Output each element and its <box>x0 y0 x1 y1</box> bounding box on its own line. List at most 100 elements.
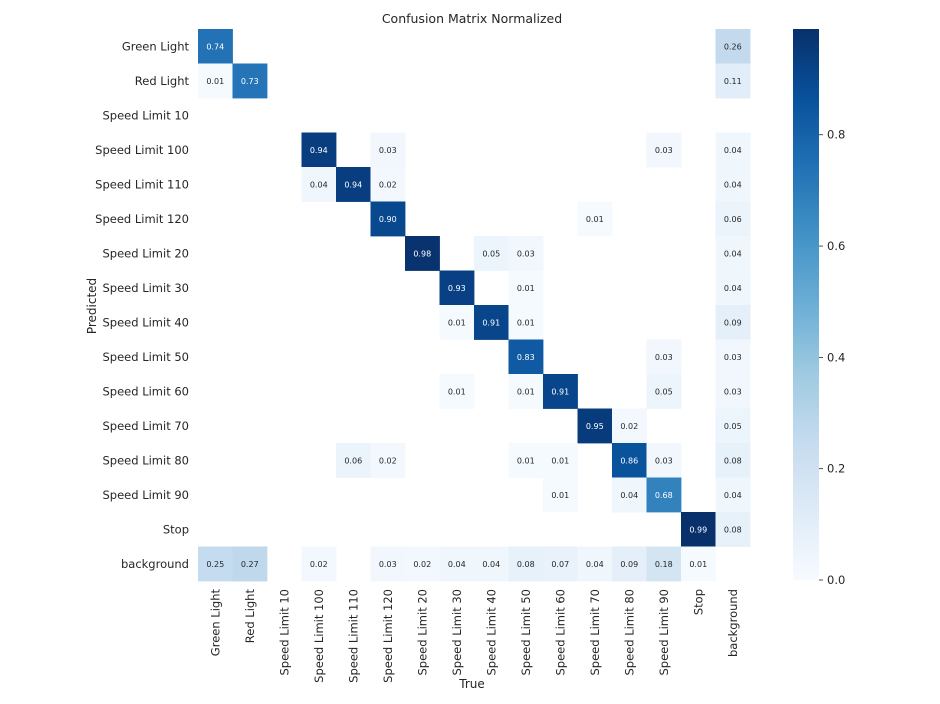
cell-value-label: 0.09 <box>724 318 742 327</box>
heatmap-cell-labels: 0.74 0.26 0.01 0.73 0.11 0.94 0.03 0.03 0.04 0.04… <box>206 42 741 569</box>
x-tick-label: Speed Limit 80 <box>622 589 636 676</box>
y-tick-label: Speed Limit 40 <box>102 315 189 329</box>
heatmap-cells <box>198 29 751 582</box>
cell-value-label: 0.02 <box>310 560 328 569</box>
cell-value-label: 0.04 <box>482 560 500 569</box>
cell-value-label: 0.03 <box>724 387 742 396</box>
heatmap-cell <box>715 201 751 237</box>
heatmap-cell <box>543 443 578 478</box>
y-tick-label: Speed Limit 80 <box>102 453 189 467</box>
heatmap-cell <box>439 374 475 409</box>
heatmap-cell <box>370 443 406 478</box>
x-tick-label: Speed Limit 120 <box>381 589 395 683</box>
heatmap-cell <box>474 546 509 582</box>
cell-value-label: 0.93 <box>448 284 466 293</box>
heatmap-cell <box>681 512 716 547</box>
cell-value-label: 0.01 <box>517 387 535 396</box>
y-tick-label: Speed Limit 70 <box>102 419 189 433</box>
heatmap-cell <box>232 546 268 582</box>
y-tick-label: Speed Limit 50 <box>102 350 189 364</box>
heatmap-cell <box>301 132 337 168</box>
colorbar-tick-label: 0.2 <box>827 462 845 476</box>
cell-value-label: 0.03 <box>655 353 673 362</box>
heatmap-cell <box>612 546 647 582</box>
y-tick-label: Speed Limit 30 <box>102 281 189 295</box>
cell-value-label: 0.07 <box>551 560 569 569</box>
cell-value-label: 0.02 <box>379 180 397 189</box>
cell-value-label: 0.26 <box>724 42 742 51</box>
cell-value-label: 0.08 <box>517 560 535 569</box>
heatmap-cell <box>646 546 682 582</box>
heatmap-cell <box>715 339 751 375</box>
heatmap-cell <box>715 132 751 168</box>
heatmap-cell <box>370 132 406 168</box>
heatmap-cell <box>577 546 613 582</box>
heatmap-cell <box>336 443 371 478</box>
heatmap-cell <box>577 201 613 237</box>
x-tick-label: Speed Limit 20 <box>415 589 429 676</box>
heatmap-cell <box>508 305 544 340</box>
heatmap-cell <box>715 270 751 306</box>
cell-value-label: 0.04 <box>724 491 742 500</box>
cell-value-label: 0.05 <box>655 387 673 396</box>
heatmap-cell <box>681 546 716 582</box>
cell-value-label: 0.04 <box>724 249 742 258</box>
x-tick-label: Speed Limit 10 <box>277 589 291 676</box>
heatmap-cell <box>646 443 682 478</box>
heatmap-cell <box>474 305 509 340</box>
cell-value-label: 0.94 <box>344 180 362 189</box>
cell-value-label: 0.03 <box>379 146 397 155</box>
cell-value-label: 0.95 <box>586 422 604 431</box>
heatmap-cell <box>543 374 578 409</box>
cell-value-label: 0.01 <box>551 456 569 465</box>
colorbar <box>793 29 819 580</box>
heatmap-cell <box>543 477 578 513</box>
cell-value-label: 0.04 <box>620 491 638 500</box>
cell-value-label: 0.91 <box>551 387 569 396</box>
cell-value-label: 0.98 <box>413 249 431 258</box>
colorbar-tick-label: 0.8 <box>827 128 845 142</box>
x-tick-label: Speed Limit 70 <box>588 589 602 676</box>
heatmap-cell <box>715 63 751 99</box>
heatmap-cell <box>612 408 647 444</box>
heatmap-cell <box>198 29 233 64</box>
x-axis-label: True <box>458 677 485 691</box>
cell-value-label: 0.01 <box>517 318 535 327</box>
x-tick-label: Stop <box>691 589 705 615</box>
cell-value-label: 0.03 <box>379 560 397 569</box>
cell-value-label: 0.02 <box>620 422 638 431</box>
y-tick-label: Speed Limit 100 <box>95 143 189 157</box>
heatmap-cell <box>508 546 544 582</box>
heatmap-cell <box>336 167 371 202</box>
heatmap-cell <box>715 236 751 271</box>
cell-value-label: 0.01 <box>517 456 535 465</box>
heatmap-cell <box>301 167 337 202</box>
cell-value-label: 0.04 <box>724 284 742 293</box>
cell-value-label: 0.91 <box>482 318 500 327</box>
heatmap-cell <box>370 201 406 237</box>
heatmap-cell <box>577 408 613 444</box>
heatmap-cell <box>715 305 751 340</box>
heatmap-cell <box>405 546 440 582</box>
y-tick-labels: Green Light Red Light Speed Limit 10 Speed … <box>95 39 189 571</box>
colorbar-tick-label: 0.4 <box>827 350 845 364</box>
heatmap-cell <box>198 546 233 582</box>
heatmap-cell <box>543 546 578 582</box>
cell-value-label: 0.03 <box>724 353 742 362</box>
x-tick-labels: Green Light Red Light Speed Limit 10 Speed … <box>208 589 740 683</box>
cell-value-label: 0.09 <box>620 560 638 569</box>
heatmap-cell <box>301 546 337 582</box>
heatmap-cell <box>646 339 682 375</box>
y-tick-label: background <box>121 557 189 571</box>
heatmap-cell <box>474 236 509 271</box>
x-tick-label: Green Light <box>208 589 222 657</box>
cell-value-label: 0.90 <box>379 215 397 224</box>
cell-value-label: 0.94 <box>310 146 328 155</box>
cell-value-label: 0.04 <box>586 560 604 569</box>
cell-value-label: 0.01 <box>517 284 535 293</box>
x-tick-label: Speed Limit 30 <box>450 589 464 676</box>
y-tick-label: Speed Limit 20 <box>102 246 189 260</box>
heatmap-cell <box>405 236 440 271</box>
heatmap-cell <box>646 477 682 513</box>
